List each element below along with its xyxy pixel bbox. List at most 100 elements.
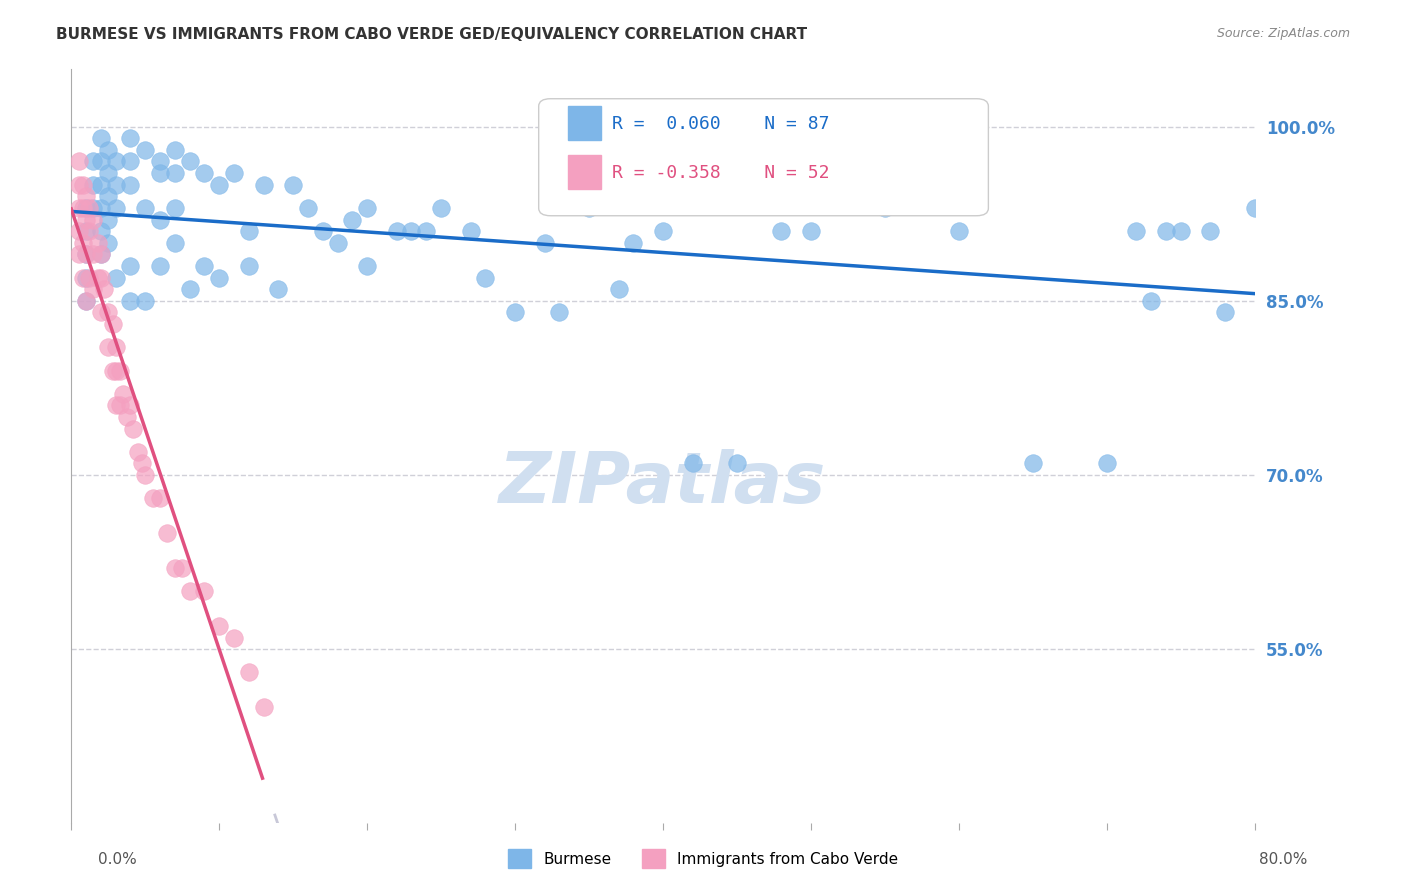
Point xyxy=(401,224,423,238)
Point xyxy=(72,201,94,215)
Point xyxy=(474,270,496,285)
Point xyxy=(238,259,260,273)
Point xyxy=(97,305,120,319)
Point xyxy=(77,270,100,285)
Point xyxy=(149,154,172,169)
Point xyxy=(1154,224,1177,238)
Point xyxy=(82,282,104,296)
Point xyxy=(770,224,793,238)
Point xyxy=(120,131,142,145)
Point xyxy=(67,201,90,215)
Point xyxy=(131,457,153,471)
Text: R =  0.060    N = 87: R = 0.060 N = 87 xyxy=(612,115,830,133)
Point xyxy=(82,154,104,169)
Point xyxy=(149,491,172,506)
Point xyxy=(297,201,319,215)
Point xyxy=(208,270,231,285)
Point xyxy=(101,363,124,377)
Point xyxy=(97,166,120,180)
Point xyxy=(652,224,675,238)
Point xyxy=(1272,201,1295,215)
Point xyxy=(97,212,120,227)
Point xyxy=(179,154,201,169)
Point xyxy=(104,154,127,169)
Point xyxy=(725,457,748,471)
Point xyxy=(149,212,172,227)
Point xyxy=(460,224,482,238)
Point xyxy=(90,247,112,261)
Bar xyxy=(568,155,602,189)
Point xyxy=(122,421,145,435)
Point xyxy=(172,561,194,575)
Point xyxy=(163,561,186,575)
Point xyxy=(533,235,555,250)
Point xyxy=(163,235,186,250)
Point xyxy=(342,212,364,227)
Point xyxy=(120,293,142,308)
Point xyxy=(82,201,104,215)
Point xyxy=(163,201,186,215)
Text: ZIPatlas: ZIPatlas xyxy=(499,450,827,518)
Point xyxy=(67,154,90,169)
Text: BURMESE VS IMMIGRANTS FROM CABO VERDE GED/EQUIVALENCY CORRELATION CHART: BURMESE VS IMMIGRANTS FROM CABO VERDE GE… xyxy=(56,27,807,42)
Point xyxy=(75,247,97,261)
Text: R = -0.358    N = 52: R = -0.358 N = 52 xyxy=(612,164,830,182)
Point xyxy=(97,340,120,354)
Point xyxy=(149,259,172,273)
Text: 80.0%: 80.0% xyxy=(1260,852,1308,867)
Point xyxy=(90,224,112,238)
FancyBboxPatch shape xyxy=(538,99,988,216)
Point xyxy=(1199,224,1222,238)
Point xyxy=(97,143,120,157)
Point xyxy=(222,631,245,645)
Point xyxy=(93,282,115,296)
Point xyxy=(356,201,378,215)
Point xyxy=(208,178,231,192)
Point xyxy=(134,468,156,483)
Point xyxy=(179,584,201,599)
Legend: Burmese, Immigrants from Cabo Verde: Burmese, Immigrants from Cabo Verde xyxy=(501,841,905,875)
Point xyxy=(75,224,97,238)
Point xyxy=(82,247,104,261)
Point xyxy=(1095,457,1118,471)
Point xyxy=(163,166,186,180)
Point xyxy=(134,143,156,157)
Point xyxy=(326,235,349,250)
Point xyxy=(281,178,304,192)
Point xyxy=(90,154,112,169)
Point xyxy=(430,201,453,215)
Point xyxy=(163,143,186,157)
Point xyxy=(134,293,156,308)
Point xyxy=(800,224,823,238)
Point xyxy=(82,178,104,192)
Point xyxy=(1258,201,1281,215)
Point xyxy=(104,178,127,192)
Point xyxy=(75,247,97,261)
Point xyxy=(87,270,110,285)
Point xyxy=(117,409,139,424)
Point xyxy=(75,293,97,308)
Point xyxy=(101,317,124,331)
Point xyxy=(873,201,896,215)
Point xyxy=(1170,224,1192,238)
Point xyxy=(77,201,100,215)
Point xyxy=(87,235,110,250)
Point xyxy=(238,224,260,238)
Point xyxy=(67,224,90,238)
Point xyxy=(104,201,127,215)
Point xyxy=(120,154,142,169)
Point xyxy=(104,340,127,354)
Point xyxy=(149,166,172,180)
Point xyxy=(222,166,245,180)
Point xyxy=(193,584,215,599)
Point xyxy=(75,212,97,227)
Bar xyxy=(568,106,602,140)
Point xyxy=(97,235,120,250)
Point xyxy=(193,166,215,180)
Point xyxy=(193,259,215,273)
Point xyxy=(120,259,142,273)
Point xyxy=(1140,293,1163,308)
Point xyxy=(72,178,94,192)
Point xyxy=(90,201,112,215)
Point xyxy=(75,293,97,308)
